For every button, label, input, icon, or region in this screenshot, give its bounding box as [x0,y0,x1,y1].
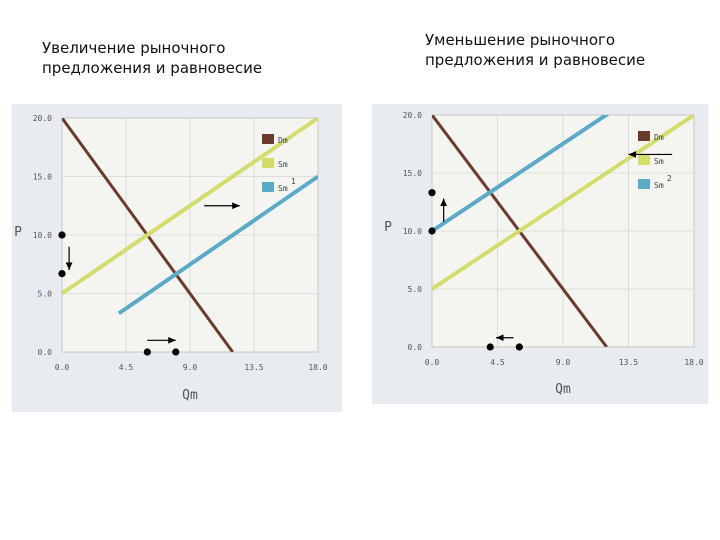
y-tick-label: 10.0 [33,231,52,240]
x-tick-label: 4.5 [119,363,134,372]
legend-label: Dm [278,136,288,145]
series-line-sm2 [432,115,610,233]
y-tick-label: 20.0 [33,114,52,123]
series-line-sm [432,115,694,291]
series-line-sm [62,118,318,296]
left-chart-caption: Увеличение рыночного предложения и равно… [42,39,263,77]
x-axis-label: Qm [555,382,571,397]
x-tick-label: 0.0 [55,363,70,372]
y-tick-label: 20.0 [403,111,422,120]
y-tick-label: 5.0 [408,285,423,294]
legend-swatch [262,182,274,192]
legend-label: Sm [654,181,664,190]
legend-swatch [638,179,650,189]
legend-swatch [262,158,274,168]
y-axis-label: P [384,220,392,235]
marker-point [58,270,66,278]
x-tick-label: 18.0 [308,363,327,372]
marker-point [58,231,66,239]
legend-label: Sm [278,160,288,169]
y-axis-label: P [14,225,22,240]
series-line-sm1 [117,174,318,316]
marker-point [143,348,151,356]
legend-label-superscript: 1 [291,177,296,186]
legend-swatch [262,134,274,144]
right-chart-caption: Уменьшение рыночного предложения и равно… [425,31,646,69]
y-tick-label: 15.0 [403,169,422,178]
x-tick-label: 9.0 [183,363,198,372]
marker-point [428,227,436,235]
y-tick-label: 0.0 [38,348,53,357]
x-tick-label: 13.5 [244,363,263,372]
legend-swatch [638,155,650,165]
marker-point [428,189,436,197]
legend-label: Sm [654,157,664,166]
marker-point [172,348,180,356]
legend-label-superscript: 2 [667,174,672,183]
y-tick-label: 0.0 [408,343,423,352]
x-tick-label: 9.0 [556,358,571,367]
legend-label: Sm [278,184,288,193]
y-tick-label: 10.0 [403,227,422,236]
y-tick-label: 5.0 [38,290,53,299]
marker-point [515,343,523,351]
legend-swatch [638,131,650,141]
x-tick-label: 4.5 [490,358,505,367]
x-axis-label: Qm [182,388,198,403]
x-tick-label: 18.0 [684,358,703,367]
marker-point [486,343,494,351]
x-tick-label: 13.5 [619,358,638,367]
x-tick-label: 0.0 [425,358,440,367]
legend-label: Dm [654,133,664,142]
y-tick-label: 15.0 [33,173,52,182]
